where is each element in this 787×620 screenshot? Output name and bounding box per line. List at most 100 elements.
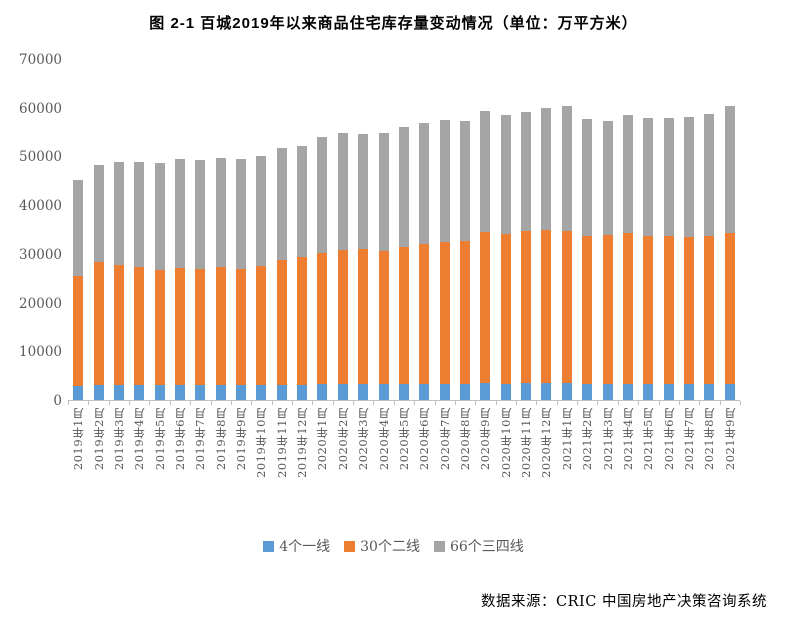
bar-stack bbox=[419, 60, 430, 400]
x-tick-label: 2020年1月 bbox=[315, 407, 330, 471]
bar-stack bbox=[174, 60, 185, 400]
bar-stack bbox=[337, 60, 348, 400]
x-tick-mark bbox=[169, 401, 171, 405]
bar-stack bbox=[582, 60, 593, 400]
bar-segment-4个一线 bbox=[113, 385, 124, 400]
y-tick-label: 20000 bbox=[19, 295, 62, 312]
bar-2021年4月 bbox=[618, 60, 638, 400]
x-tick-mark bbox=[190, 401, 192, 405]
bar-2020年8月 bbox=[455, 60, 475, 400]
y-tick-label: 40000 bbox=[19, 198, 62, 215]
bar-segment-66个三四线 bbox=[663, 117, 674, 237]
bar-segment-66个三四线 bbox=[419, 122, 430, 244]
bar-segment-4个一线 bbox=[561, 383, 572, 400]
bar-stack bbox=[256, 60, 267, 400]
bar-segment-66个三四线 bbox=[622, 115, 633, 234]
bar-segment-30个二线 bbox=[500, 234, 511, 384]
bar-stack bbox=[195, 60, 206, 400]
bar-segment-4个一线 bbox=[337, 384, 348, 400]
source-note: 数据来源：CRIC 中国房地产决策咨询系统 bbox=[481, 594, 767, 610]
bar-stack bbox=[724, 60, 735, 400]
bar-stack bbox=[276, 60, 287, 400]
bar-stack bbox=[541, 60, 552, 400]
bar-stack bbox=[236, 60, 247, 400]
x-tick-label: 2021年4月 bbox=[620, 407, 635, 471]
bar-2020年7月 bbox=[434, 60, 454, 400]
x-tick-label: 2020年7月 bbox=[437, 407, 452, 471]
bar-stack bbox=[439, 60, 450, 400]
bar-segment-4个一线 bbox=[215, 385, 226, 400]
bar-2019年4月 bbox=[129, 60, 149, 400]
bar-segment-30个二线 bbox=[704, 235, 715, 384]
y-axis: 70000 60000 50000 40000 30000 20000 10000 0 bbox=[8, 53, 62, 408]
x-tick-label: 2021年8月 bbox=[702, 407, 717, 471]
legend-label: 66个三四线 bbox=[449, 539, 524, 555]
bar-stack bbox=[398, 60, 409, 400]
bar-segment-30个二线 bbox=[724, 233, 735, 384]
x-tick-mark bbox=[251, 401, 253, 405]
bar-segment-66个三四线 bbox=[521, 111, 532, 232]
bar-segment-66个三四线 bbox=[276, 148, 287, 260]
bar-segment-4个一线 bbox=[297, 384, 308, 400]
bar-2019年6月 bbox=[170, 60, 190, 400]
x-tick-mark bbox=[230, 401, 232, 405]
bar-segment-66个三四线 bbox=[602, 120, 613, 236]
bar-segment-4个一线 bbox=[582, 383, 593, 400]
x-tick-label: 2021年3月 bbox=[600, 407, 615, 471]
bar-segment-30个二线 bbox=[398, 247, 409, 384]
x-tick-mark bbox=[658, 401, 660, 405]
bar-segment-30个二线 bbox=[236, 268, 247, 386]
tier1-swatch-icon bbox=[263, 540, 275, 552]
bar-segment-66个三四线 bbox=[358, 133, 369, 250]
bar-segment-30个二线 bbox=[93, 262, 104, 386]
bar-segment-66个三四线 bbox=[643, 118, 654, 236]
bar-2021年2月 bbox=[577, 60, 597, 400]
bar-segment-4个一线 bbox=[378, 384, 389, 400]
bar-segment-30个二线 bbox=[439, 241, 450, 384]
bar-segment-4个一线 bbox=[602, 383, 613, 400]
bar-stack bbox=[215, 60, 226, 400]
x-tick-label: 2021年1月 bbox=[559, 407, 574, 471]
tier34-swatch-icon bbox=[433, 540, 445, 552]
bar-segment-30个二线 bbox=[113, 265, 124, 386]
bar-2021年8月 bbox=[699, 60, 719, 400]
bar-segment-66个三四线 bbox=[236, 158, 247, 269]
x-tick-label: 2021年6月 bbox=[661, 407, 676, 471]
bar-2020年5月 bbox=[394, 60, 414, 400]
x-tick-mark bbox=[332, 401, 334, 405]
x-tick-mark bbox=[638, 401, 640, 405]
legend-item-tier1: 4个一线 bbox=[263, 536, 330, 556]
bar-segment-66个三四线 bbox=[337, 133, 348, 250]
legend: 4个一线 30个二线 66个三四线 bbox=[0, 536, 787, 556]
legend-label: 4个一线 bbox=[279, 539, 331, 555]
bar-segment-30个二线 bbox=[317, 253, 328, 385]
y-tick-label: 30000 bbox=[19, 246, 62, 263]
bar-stack bbox=[480, 60, 491, 400]
bar-segment-4个一线 bbox=[73, 385, 84, 400]
x-tick-mark bbox=[495, 401, 497, 405]
x-tick-mark bbox=[556, 401, 558, 405]
x-tick-label: 2020年10月 bbox=[498, 407, 513, 478]
bar-segment-4个一线 bbox=[500, 383, 511, 400]
x-tick-label: 2021年9月 bbox=[722, 407, 737, 471]
bar-stack bbox=[113, 60, 124, 400]
bar-segment-4个一线 bbox=[480, 383, 491, 400]
bar-segment-66个三四线 bbox=[378, 133, 389, 251]
bar-stack bbox=[704, 60, 715, 400]
bar-segment-30个二线 bbox=[419, 243, 430, 384]
bar-stack bbox=[358, 60, 369, 400]
bar-2019年1月 bbox=[68, 60, 88, 400]
bar-2020年1月 bbox=[312, 60, 332, 400]
bar-stack bbox=[521, 60, 532, 400]
bar-2020年3月 bbox=[353, 60, 373, 400]
x-tick-label: 2020年11月 bbox=[519, 407, 534, 478]
x-tick-label: 2019年7月 bbox=[193, 407, 208, 471]
bar-2020年12月 bbox=[536, 60, 556, 400]
x-tick-mark bbox=[475, 401, 477, 405]
x-tick-label: 2020年9月 bbox=[478, 407, 493, 471]
bar-segment-4个一线 bbox=[521, 383, 532, 400]
legend-item-tier34: 66个三四线 bbox=[433, 536, 524, 556]
bar-2019年9月 bbox=[231, 60, 251, 400]
bar-segment-4个一线 bbox=[541, 382, 552, 400]
bar-segment-66个三四线 bbox=[93, 165, 104, 263]
